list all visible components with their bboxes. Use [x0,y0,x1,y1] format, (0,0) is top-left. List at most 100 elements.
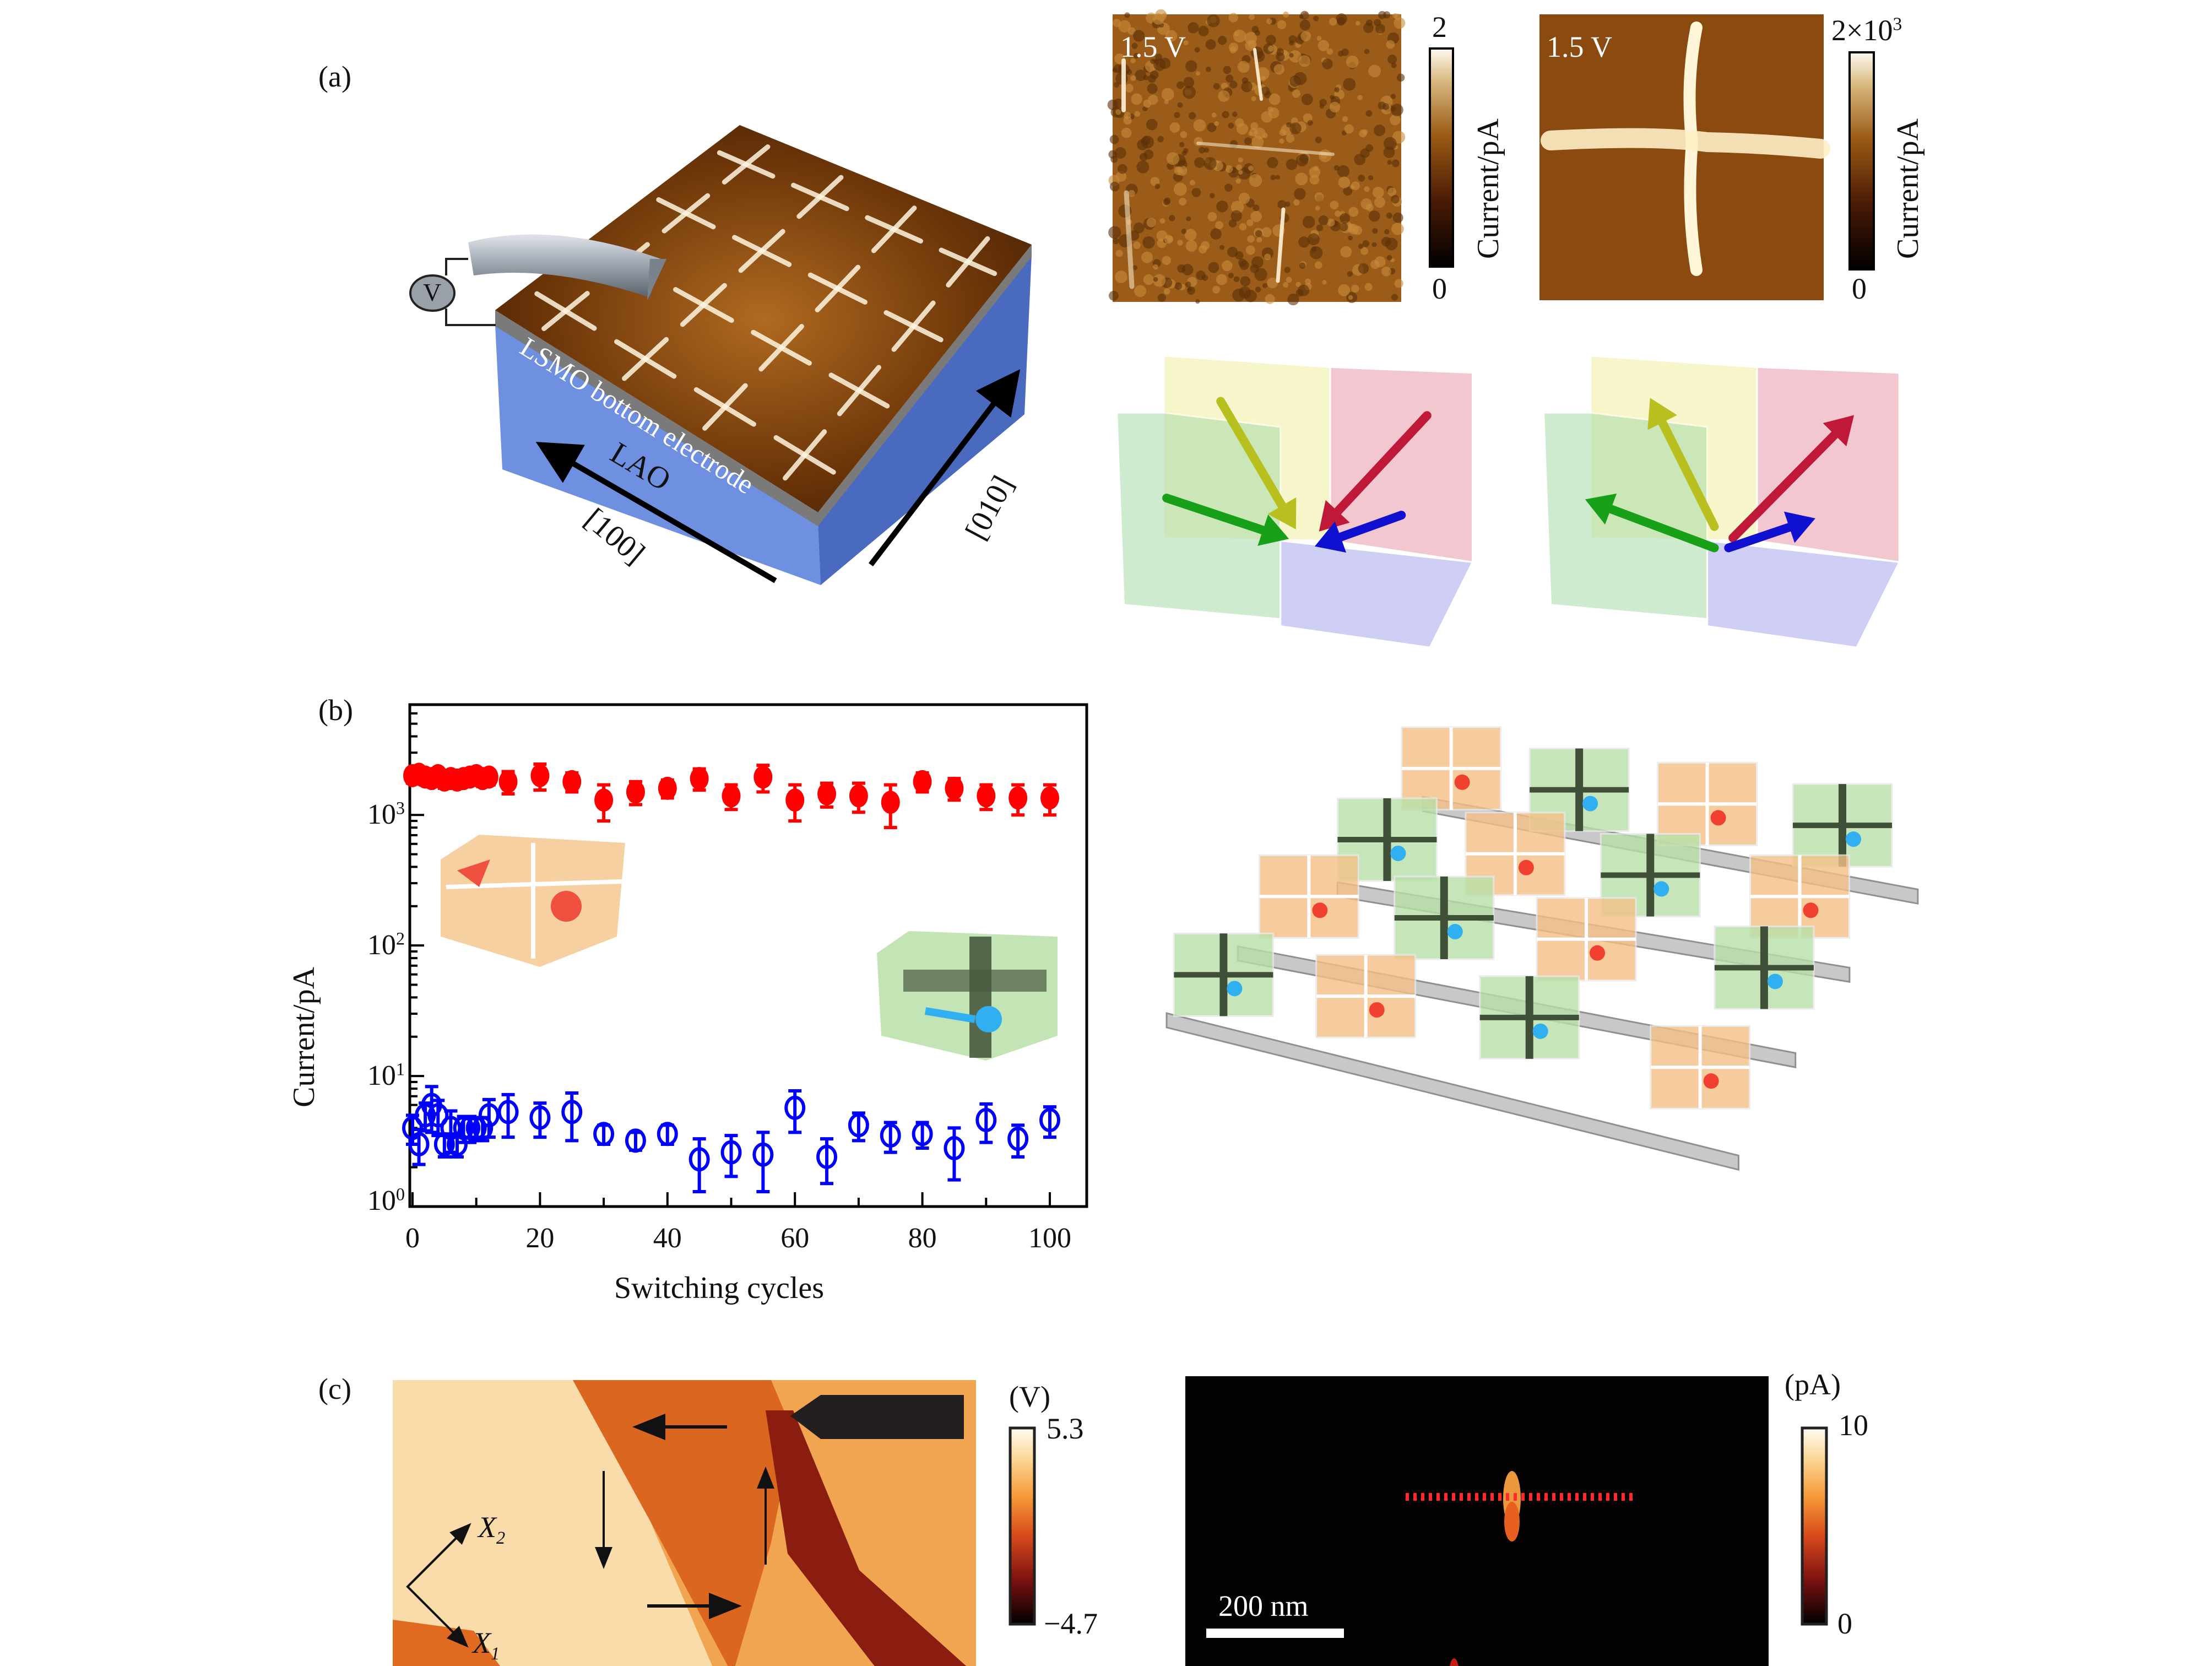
noise-speck [1360,198,1372,210]
noise-speck [1113,64,1123,73]
noise-speck [1316,35,1322,41]
noise-speck [1384,229,1390,235]
arrowhead-green [1585,493,1617,525]
y-tick-label: 101 [367,1059,405,1090]
noise-speck [1381,266,1391,277]
domain-blue [1706,539,1901,648]
arrowhead-red [1823,415,1855,447]
noise-speck [1378,101,1386,110]
noise-speck [1222,260,1233,272]
noise-speck [1253,204,1260,212]
domain-blue [1280,539,1474,648]
noise-speck [1275,175,1281,180]
noise-speck [1333,165,1340,171]
noise-speck [1391,223,1404,235]
noise-speck [1141,251,1153,263]
noise-speck [1396,73,1405,82]
cell-polarization [1803,902,1819,918]
y-tick-exponent: 1 [395,1059,405,1079]
arrowhead-red [1319,500,1350,532]
cell-polarization [1653,881,1669,897]
noise-speck [1330,95,1335,100]
film-surface-topography [495,125,1032,512]
noise-speck [1364,283,1373,291]
noise-speck [1288,40,1294,46]
data-point-low [848,1113,869,1138]
noise-speck [1205,39,1216,50]
noise-speck [1311,246,1317,252]
noise-speck [1226,74,1234,83]
noise-speck [1238,157,1243,163]
y-tick-label: 103 [367,799,405,829]
voltage-source-label: V [423,278,442,306]
arrowhead-yellow [1647,398,1677,430]
noise-speck [1298,236,1310,248]
probe-tip-apex [647,259,666,300]
noise-speck [1115,250,1123,257]
noise-speck [1391,106,1396,111]
data-point-high [913,770,932,793]
noise-speck [1131,42,1138,49]
noise-speck [1300,31,1311,42]
noise-speck [1372,186,1384,198]
x-tick-label: 20 [525,1223,555,1254]
noise-speck [1181,229,1187,234]
noise-speck [1351,181,1360,191]
noise-speck [1207,14,1220,28]
noise-speck [1378,10,1386,19]
noise-speck [1177,240,1183,246]
noise-speck [1284,201,1291,207]
noise-speck [1185,240,1197,252]
noise-speck [1284,267,1291,273]
colorbar-1 [1429,47,1454,268]
data-point-high [530,764,550,787]
noise-speck [1238,258,1247,267]
noise-speck [1244,289,1257,302]
noise-speck [1216,274,1227,285]
data-point-high [562,770,582,793]
noise-speck [1229,46,1237,53]
noise-speck [1124,12,1130,18]
noise-speck [1276,48,1284,56]
noise-speck [1228,219,1237,228]
noise-speck [1245,245,1255,255]
cbar2-max-mantissa: 2×10 [1831,14,1893,47]
noise-speck [1300,10,1309,20]
cell-polarization [1369,1002,1385,1018]
noise-speck [1212,285,1221,294]
memory-array-schematic [1165,726,1919,1171]
noise-speck [1164,235,1173,244]
axis-x2-label: X2 [478,1511,506,1548]
noise-speck [1183,77,1195,88]
map2-voltage: 1.5 V [1547,30,1613,63]
noise-speck [1375,24,1385,34]
noise-speck [1283,282,1289,288]
noise-speck [1250,264,1259,273]
noise-speck [1109,134,1119,144]
noise-speck [1218,36,1227,45]
noise-speck [1132,30,1145,42]
domain-wall [738,229,785,273]
noise-speck [1344,124,1354,134]
inset-arrow [924,1007,976,1023]
data-point-low [880,1123,901,1148]
noise-speck [1299,19,1311,31]
noise-speck [1184,229,1197,241]
probe-tip [468,234,661,298]
y-tick-label: 100 [367,1185,405,1215]
noise-speck [1319,99,1327,106]
domain-wall [722,144,771,185]
arrowhead-green [1257,514,1289,546]
noise-speck [1383,137,1397,150]
noise-speck [1286,159,1298,170]
noise-speck [1372,228,1378,234]
noise-speck [1314,261,1322,269]
noise-speck [1114,147,1126,159]
noise-speck [1191,187,1201,197]
cell-polarization [1454,774,1470,790]
noise-speck [1329,18,1337,26]
cell-polarization [1710,810,1726,826]
noise-speck [1251,96,1256,101]
noise-speck [1113,238,1119,245]
noise-speck [1255,230,1262,237]
